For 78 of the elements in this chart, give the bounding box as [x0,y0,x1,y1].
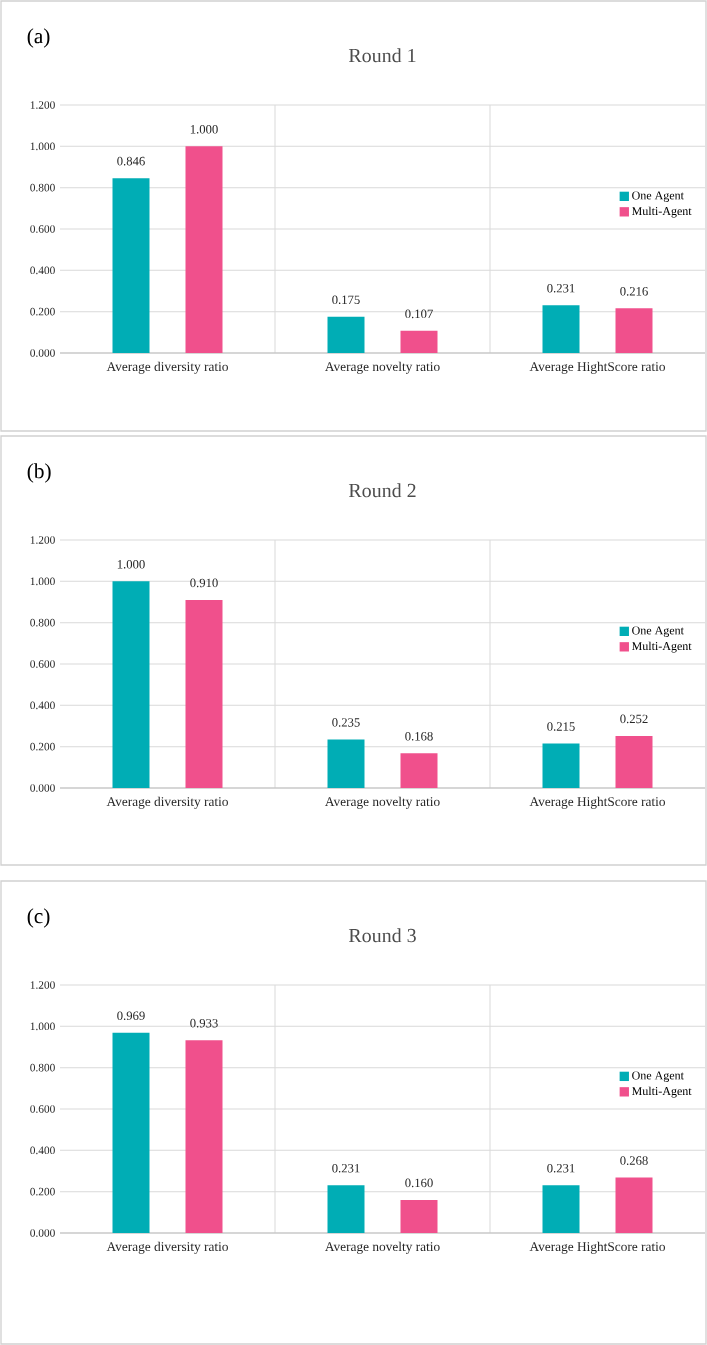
data-label: 0.215 [547,722,575,731]
legend-label: One Agent [632,1071,684,1082]
x-tick-label: Average novelty ratio [325,1241,440,1254]
data-label: 0.235 [332,718,360,727]
y-tick-label: 0.200 [30,1187,55,1196]
legend-label: One Agent [632,626,684,637]
bar [327,316,365,353]
bar [542,305,580,353]
bar [327,739,365,788]
data-label: 0.910 [190,578,218,588]
bar [400,753,438,788]
data-label: 1.000 [190,125,218,134]
data-label: 0.160 [405,1178,433,1188]
y-tick-label: 0.400 [30,701,55,710]
y-tick-label: 1.200 [30,536,55,544]
chart-title: Round 2 [348,483,416,498]
x-tick-label: Average HightScore ratio [529,1241,665,1254]
chart-title: Round 3 [348,928,416,943]
text: (c) [27,908,50,928]
data-label: 0.231 [547,283,575,293]
y-tick-label: 1.000 [30,577,55,586]
y-tick-label: 0.800 [30,618,55,627]
y-tick-label: 1.000 [30,1022,55,1031]
legend-label: Multi-Agent [631,206,692,218]
x-tick-label: Average diversity ratio [106,361,228,374]
bar [185,599,223,788]
bar [615,308,653,353]
bar [400,1199,438,1233]
bar [327,1185,365,1233]
text: (b) [27,463,51,483]
y-tick-label: 1.000 [30,142,55,151]
legend-label: Multi-Agent [631,641,692,653]
data-label: 0.107 [405,309,433,319]
data-label: 1.000 [117,560,145,569]
legend-label: One Agent [632,191,684,202]
y-tick-label: 0.000 [30,1229,55,1237]
legend-label: Multi-Agent [631,1086,692,1098]
data-label: 0.933 [190,1018,218,1028]
data-label: 0.268 [620,1156,648,1165]
y-tick-label: 1.200 [30,101,55,109]
y-tick-label: 0.600 [30,225,55,233]
x-tick-label: Average HightScore ratio [529,361,665,374]
data-label: 0.252 [620,714,648,724]
bar [112,1032,150,1233]
text: (a) [27,28,50,48]
data-label: 0.231 [547,1163,575,1173]
data-label: 0.168 [405,731,433,741]
chart-title: Round 1 [348,48,416,63]
bar [615,735,653,788]
y-tick-label: 0.400 [30,266,55,275]
y-tick-label: 0.600 [30,660,55,668]
y-tick-label: 0.000 [30,784,55,792]
y-tick-label: 0.200 [30,742,55,751]
x-tick-label: Average HightScore ratio [529,796,665,809]
data-label: 0.231 [332,1163,360,1173]
x-tick-label: Average novelty ratio [325,796,440,809]
bar [185,1040,223,1233]
data-label: 0.216 [620,287,648,296]
bar [400,330,438,353]
y-tick-label: 0.400 [30,1146,55,1155]
y-tick-label: 0.800 [30,1063,55,1072]
x-tick-label: Average diversity ratio [106,1241,228,1254]
y-tick-label: 0.200 [30,307,55,316]
bar [615,1177,653,1233]
bar [112,178,150,353]
x-tick-label: Average diversity ratio [106,796,228,809]
y-tick-label: 0.600 [30,1105,55,1113]
y-tick-label: 1.200 [30,981,55,989]
y-tick-label: 0.800 [30,183,55,192]
bar [185,146,223,353]
bar [542,1185,580,1233]
x-tick-label: Average novelty ratio [325,361,440,374]
bar [112,581,150,788]
bar [542,743,580,788]
data-label: 0.175 [332,295,360,305]
data-label: 0.969 [117,1011,145,1021]
y-tick-label: 0.000 [30,349,55,357]
data-label: 0.846 [117,156,145,166]
